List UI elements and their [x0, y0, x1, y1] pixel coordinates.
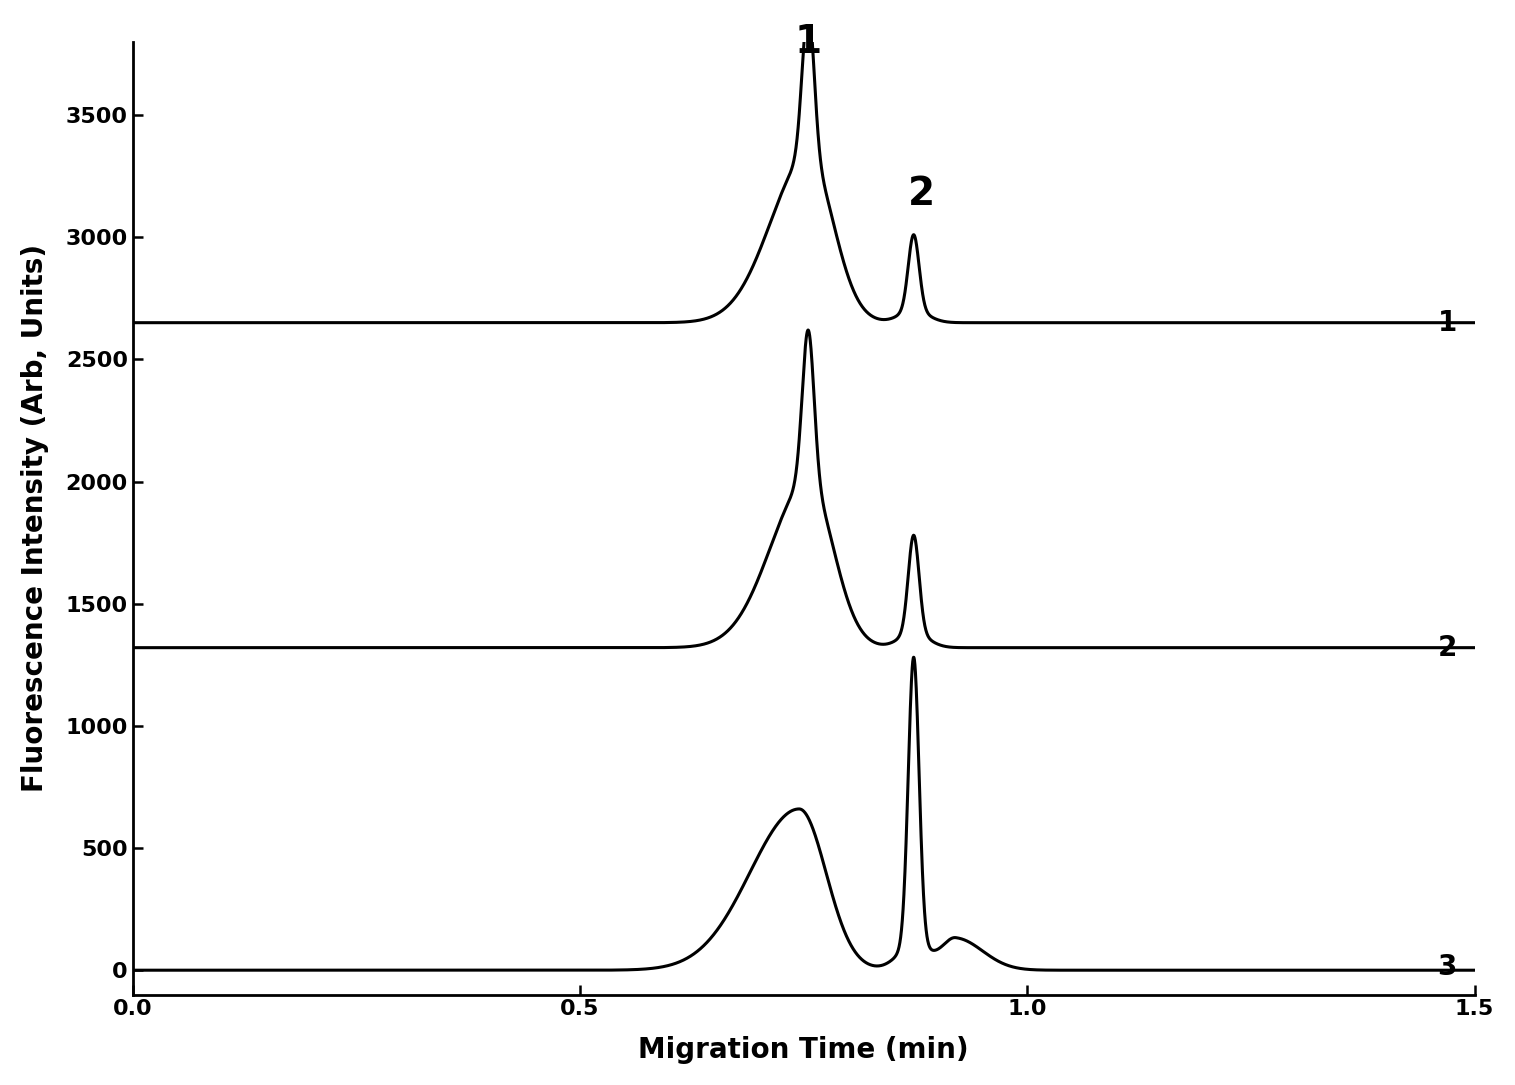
Text: 2: 2	[907, 175, 935, 213]
X-axis label: Migration Time (min): Migration Time (min)	[638, 1036, 970, 1064]
Text: 1: 1	[794, 23, 821, 61]
Y-axis label: Fluorescence Intensity (Arb, Units): Fluorescence Intensity (Arb, Units)	[21, 244, 48, 792]
Text: 2: 2	[1438, 634, 1456, 662]
Text: 1: 1	[1438, 309, 1456, 336]
Text: 3: 3	[1438, 953, 1456, 981]
